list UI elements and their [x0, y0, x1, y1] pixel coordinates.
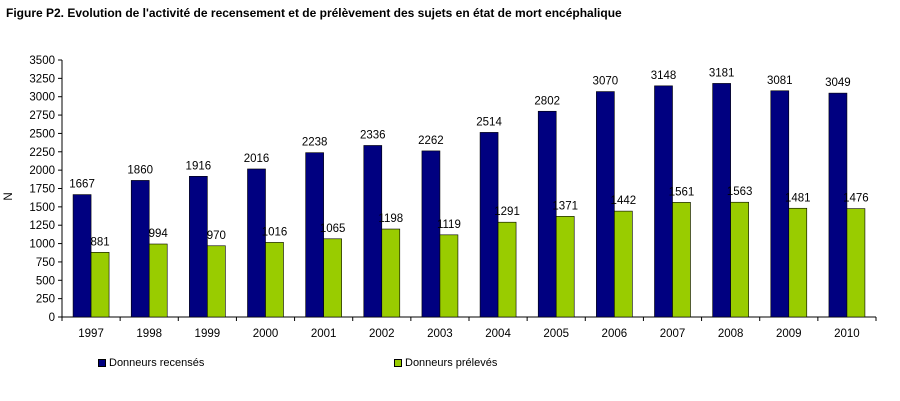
legend-item-preleves: Donneurs prélevés: [394, 357, 497, 369]
bar-recenses: [189, 176, 208, 318]
y-tick-label: 3500: [29, 55, 55, 67]
data-label-preleves: 1016: [262, 226, 288, 238]
bar-preleves: [439, 234, 459, 318]
data-label-preleves: 1065: [320, 223, 346, 235]
bar-recenses: [363, 145, 383, 318]
x-tick-label: 1999: [195, 328, 221, 340]
data-label-preleves: 970: [207, 230, 226, 242]
y-tick-label: 1000: [29, 239, 55, 251]
data-label-preleves: 1198: [378, 213, 403, 225]
bar-preleves: [788, 207, 808, 318]
x-tick-label: 2006: [602, 328, 628, 340]
data-label-recenses: 3148: [651, 70, 677, 82]
bar-preleves: [846, 208, 866, 318]
data-label-preleves: 1476: [843, 193, 869, 205]
x-tick-label: 2001: [311, 328, 337, 340]
legend-label-preleves: Donneurs prélevés: [405, 357, 498, 369]
data-label-recenses: 2336: [360, 129, 386, 141]
legend-label-recenses: Donneurs recensés: [109, 357, 205, 369]
x-tick-label: 2009: [776, 328, 802, 340]
y-axis-label: N: [3, 192, 15, 200]
bar-preleves: [207, 245, 226, 318]
x-tick-label: 2008: [718, 328, 744, 340]
bar-recenses: [305, 152, 324, 318]
x-tick-label: 2007: [660, 328, 686, 340]
data-label-preleves: 881: [90, 236, 109, 248]
data-label-recenses: 1916: [186, 160, 212, 172]
data-label-preleves: 1119: [437, 219, 461, 231]
bar-preleves: [497, 221, 517, 318]
data-label-preleves: 1291: [494, 206, 520, 218]
bar-preleves: [381, 228, 401, 318]
legend-item-recenses: Donneurs recensés: [98, 357, 204, 369]
x-tick-label: 1997: [78, 328, 104, 340]
bar-recenses: [712, 83, 731, 318]
legend-swatch-preleves: [394, 359, 402, 367]
y-tick-label: 500: [36, 275, 55, 287]
x-tick-label: 2004: [485, 328, 511, 340]
y-tick-label: 2250: [29, 147, 55, 159]
data-label-preleves: 1481: [785, 192, 811, 204]
data-label-recenses: 3049: [825, 77, 851, 89]
bar-preleves: [614, 210, 633, 318]
data-label-preleves: 1563: [727, 186, 753, 198]
bar-preleves: [730, 201, 749, 318]
x-tick-label: 2000: [253, 328, 279, 340]
legend-swatch-recenses: [98, 359, 106, 367]
bar-preleves: [323, 238, 342, 318]
bar-preleves: [265, 242, 284, 318]
data-label-recenses: 2262: [418, 135, 444, 147]
y-tick-label: 1250: [29, 220, 55, 232]
data-label-recenses: 1667: [69, 179, 95, 191]
bar-preleves: [672, 202, 691, 318]
data-label-recenses: 2238: [302, 137, 328, 149]
x-tick-label: 2002: [369, 328, 395, 340]
data-label-preleves: 1371: [552, 200, 578, 212]
y-tick-label: 0: [49, 312, 55, 324]
bar-recenses: [537, 110, 557, 318]
data-label-recenses: 2016: [244, 153, 270, 165]
data-label-preleves: 994: [149, 228, 169, 240]
data-label-recenses: 3181: [709, 67, 735, 79]
bar-preleves: [148, 243, 168, 318]
y-tick-label: 2000: [29, 165, 55, 177]
x-tick-label: 2003: [427, 328, 453, 340]
data-label-preleves: 1442: [611, 195, 637, 207]
bar-recenses: [770, 90, 790, 318]
data-label-recenses: 2514: [476, 116, 502, 128]
y-tick-label: 250: [36, 294, 55, 306]
y-tick-label: 2500: [29, 128, 55, 140]
y-tick-label: 750: [36, 257, 55, 269]
y-tick-label: 2750: [29, 110, 55, 122]
data-label-recenses: 1860: [127, 164, 153, 176]
y-tick-label: 3250: [29, 73, 55, 85]
x-tick-label: 2010: [834, 328, 860, 340]
y-tick-label: 1500: [29, 202, 55, 214]
data-label-preleves: 1561: [669, 186, 695, 198]
y-tick-label: 3000: [29, 92, 55, 104]
x-tick-label: 2005: [543, 328, 569, 340]
bar-recenses: [596, 91, 615, 318]
bar-recenses: [421, 150, 441, 318]
chart-title: Figure P2. Evolution de l'activité de re…: [6, 6, 622, 20]
data-label-recenses: 3081: [767, 75, 793, 87]
bar-recenses: [479, 132, 499, 318]
bar-recenses: [130, 180, 150, 318]
x-tick-label: 1998: [136, 328, 162, 340]
bar-recenses: [828, 92, 848, 318]
y-tick-label: 1750: [29, 184, 55, 196]
bar-recenses: [72, 194, 92, 318]
bar-preleves: [90, 252, 110, 318]
data-label-recenses: 2802: [534, 95, 560, 107]
bar-recenses: [654, 85, 673, 318]
bar-recenses: [247, 168, 266, 318]
bar-preleves: [555, 216, 575, 318]
data-label-recenses: 3070: [593, 76, 619, 88]
